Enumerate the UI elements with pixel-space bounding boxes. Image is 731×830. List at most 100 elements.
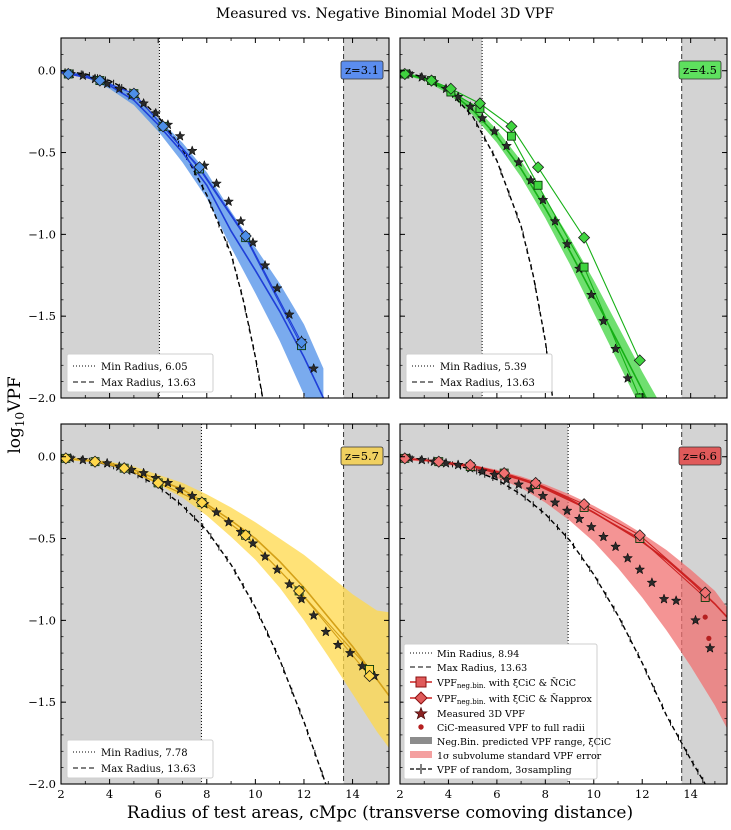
negbin-cic-square: [533, 180, 543, 190]
y-tick-label: −0.5: [28, 146, 56, 160]
panel-plot-area: [400, 38, 727, 398]
legend-negbin-approx-label: VPFneg.bin. with ξ̄CiC & N̄approx: [436, 693, 593, 706]
measured-vpf-star: [174, 483, 186, 495]
measured-vpf-star: [283, 578, 295, 589]
measured-vpf-star: [308, 362, 320, 374]
measured-vpf-star: [356, 660, 368, 671]
measured-vpf-star: [489, 469, 500, 480]
measured-vpf-star: [525, 174, 537, 185]
x-axis-label: Radius of test areas, cMpc (transverse c…: [127, 803, 633, 823]
measured-vpf-star: [174, 130, 186, 141]
negbin-approx-diamond: [156, 120, 170, 133]
legend-negbin-cic-tail: with ξ̄CiC & N̄CiC: [486, 677, 576, 689]
negbin-approx-diamond: [505, 120, 518, 133]
y-axis-label-tail: VPF: [5, 376, 25, 413]
y-tick-label: 0.0: [38, 64, 56, 78]
measured-vpf-star: [186, 490, 198, 501]
measured-vpf-star: [634, 563, 646, 575]
x-tick-label: 10: [586, 787, 601, 801]
measured-vpf-star: [138, 97, 150, 109]
model-band: [400, 70, 658, 398]
negbin-approx-diamond: [578, 231, 591, 244]
x-tick-label: 14: [683, 787, 698, 801]
figure-title: Measured vs. Negative Binomial Model 3D …: [216, 6, 554, 22]
y-tick-label: −1.0: [28, 613, 56, 627]
negbin-approx-diamond: [239, 529, 252, 542]
measured-vpf-star: [247, 537, 259, 549]
measured-vpf-star: [332, 639, 344, 650]
x-tick-label: 8: [203, 787, 210, 801]
measured-vpf-star: [320, 626, 332, 637]
redshift-label: z=3.1: [345, 63, 379, 77]
redshift-label-box: [678, 446, 722, 466]
measured-vpf-star: [549, 496, 561, 508]
max-radius-shade: [343, 38, 389, 398]
negbin-cic-square: [579, 262, 589, 272]
measured-vpf-star: [704, 642, 716, 653]
measured-vpf-star: [513, 156, 525, 167]
measured-vpf-star: [658, 593, 670, 604]
measured-vpf-star: [549, 215, 561, 226]
negbin-approx-diamond: [193, 161, 206, 174]
y-tick-label: −1.5: [28, 309, 56, 323]
y-axis-label-main: log: [5, 427, 25, 454]
measured-vpf-star: [259, 259, 271, 271]
negbin-approx-diamond: [239, 229, 252, 243]
x-tick-label: 8: [542, 787, 549, 801]
negbin-approx-diamond: [633, 529, 646, 542]
negbin-approx-diamond: [93, 74, 106, 87]
redshift-label-box: [678, 60, 722, 80]
negbin-approx-diamond: [473, 97, 486, 110]
legend-min-label: Min Radius, 8.94: [437, 649, 519, 660]
measured-vpf-star: [537, 194, 549, 205]
negbin-approx-diamond: [88, 455, 102, 468]
measured-vpf-star: [501, 473, 513, 485]
negbin-approx-diamond: [464, 458, 477, 471]
measured-vpf-star: [622, 552, 634, 563]
measured-vpf-star: [223, 195, 235, 207]
negbin-approx-diamond: [118, 462, 131, 475]
panel-plot-area: [61, 424, 389, 784]
negbin-approx-diamond: [529, 476, 542, 489]
negbin-approx-diamond: [444, 82, 457, 95]
negbin-cic-square: [506, 131, 516, 141]
measured-vpf-star: [223, 516, 235, 527]
legend-negbin-approx-marker: [414, 691, 428, 705]
panel-legend-min-label: Min Radius, 7.78: [101, 748, 188, 759]
legend-negbin-cic-sub: neg.bin.: [457, 682, 486, 690]
measured-vpf-star: [113, 83, 125, 94]
measured-vpf-star: [101, 457, 113, 468]
measured-vpf-star: [162, 477, 174, 488]
redshift-label: z=4.5: [683, 63, 717, 77]
panel-legend-min-label: Min Radius, 5.39: [440, 362, 527, 373]
y-axis-label: log10VPF: [5, 376, 27, 454]
panel-plot-area: [61, 38, 389, 398]
measured-vpf-star: [513, 478, 525, 490]
y-tick-label: −1.0: [28, 227, 56, 241]
model-band: [61, 70, 324, 398]
x-tick-label: 12: [635, 787, 650, 801]
measured-vpf-star: [452, 459, 464, 470]
panel-legend-max-label: Max Radius, 13.63: [440, 378, 535, 389]
legend-cic-label: CiC-measured VPF to full radii: [437, 723, 585, 734]
max-radius-shade: [681, 38, 727, 398]
panel-top-left: 0.0 −0.5 −1.0 −1.5 −2.0 z=3.1 Min Radius, 6.05…: [28, 37, 390, 405]
legend-negbin-cic-marker: [415, 676, 427, 688]
legend-measured-marker: [414, 706, 428, 720]
panel-bottom-left: 2 4 6 8 10 12 14 0.0 −0.5 −1.0 −1.5 −2.0 z=5.7 Min Ra…: [28, 423, 390, 801]
measured-vpf-star: [235, 215, 247, 226]
measured-vpf-star: [296, 593, 307, 604]
panel-legend-frame: [405, 353, 553, 393]
measured-vpf-star: [622, 372, 634, 383]
legend-range-label: Neg.Bin. predicted VPF range, ξ̄CiC: [437, 737, 611, 748]
x-tick-label: 2: [396, 787, 403, 801]
x-tick-label: 12: [297, 787, 312, 801]
measured-vpf-star: [585, 289, 597, 300]
legend-negbin-approx-main: VPF: [436, 694, 457, 705]
redshift-label-box: [340, 60, 384, 80]
measured-vpf-star: [416, 454, 428, 465]
y-tick-label: −2.0: [28, 391, 56, 405]
legend-cic-marker: [418, 724, 424, 730]
negbin-approx-diamond: [400, 67, 411, 81]
